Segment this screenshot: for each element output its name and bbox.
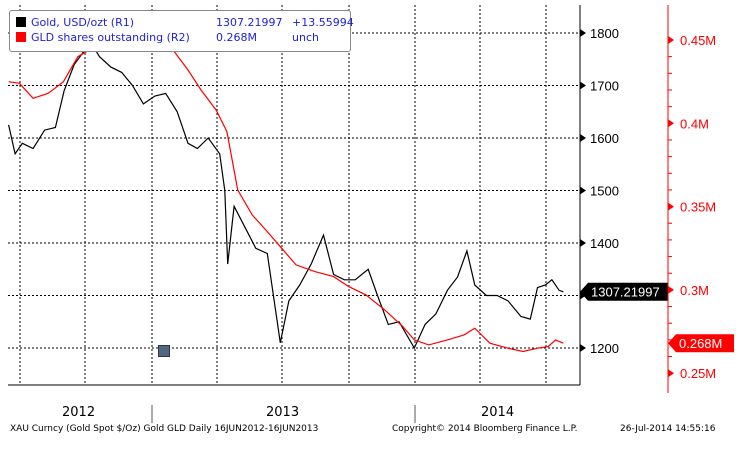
gld-tick-label: 0.3M xyxy=(680,283,709,298)
x-tick-label: 2013 xyxy=(266,405,300,420)
legend: Gold, USD/ozt (R1) 1307.21997 +13.55994 … xyxy=(9,10,354,52)
gold-last-value-tag xyxy=(580,282,668,301)
gld-last-value: 0.268M xyxy=(679,336,722,351)
legend-item-gold: Gold, USD/ozt (R1) 1307.21997 +13.55994 xyxy=(16,16,354,30)
gold-tick-label: 1800 xyxy=(590,26,619,41)
gld-last-value-tag xyxy=(668,334,734,353)
axes: 1800 1700 1600 1500 1400 1200 1307.21997 0.45M 0… xyxy=(8,5,734,423)
legend-item-gld: GLD shares outstanding (R2) 0.268M unch xyxy=(16,31,319,45)
gold-swatch xyxy=(16,17,26,27)
annotation-icon[interactable] xyxy=(158,345,170,357)
legend-change: unch xyxy=(292,31,319,44)
tick-arrow xyxy=(580,239,586,247)
legend-label: GLD shares outstanding (R2) xyxy=(31,31,190,44)
footer-copyright: Copyright© 2014 Bloomberg Finance L.P. xyxy=(392,424,578,434)
gld-tick-label: 0.35M xyxy=(680,200,716,215)
gold-tick-label: 1700 xyxy=(590,79,619,94)
legend-label: Gold, USD/ozt (R1) xyxy=(31,16,135,29)
gld-tick-label: 0.45M xyxy=(680,33,716,48)
gld-tick-label: 0.25M xyxy=(680,366,716,381)
gld-swatch xyxy=(16,32,26,42)
tick-arrow xyxy=(580,134,586,142)
gold-tick-label: 1200 xyxy=(590,341,619,356)
legend-value: 0.268M xyxy=(216,31,257,44)
legend-change: +13.55994 xyxy=(292,16,354,29)
x-tick-label: 2014 xyxy=(481,405,515,420)
tick-arrow xyxy=(580,291,586,300)
tick-arrow xyxy=(580,344,586,352)
tick-arrow xyxy=(580,81,586,90)
gold-tick-label: 1600 xyxy=(590,131,619,146)
grid xyxy=(8,5,580,385)
legend-value: 1307.21997 xyxy=(216,16,283,29)
tick-arrow xyxy=(580,29,586,37)
gold-tick-label: 1400 xyxy=(590,236,619,251)
gld-tick-label: 0.4M xyxy=(680,116,709,131)
gold-last-value: 1307.21997 xyxy=(591,285,660,300)
gold-tick-label: 1500 xyxy=(590,184,619,199)
footer-timestamp: 26-Jul-2014 14:55:16 xyxy=(620,424,716,434)
footer-source: XAU Curncy (Gold Spot $/Oz) Gold GLD Dai… xyxy=(10,424,319,434)
x-tick-label: 2012 xyxy=(62,405,96,420)
tick-arrow xyxy=(580,186,586,195)
tick-arrow xyxy=(668,369,674,378)
